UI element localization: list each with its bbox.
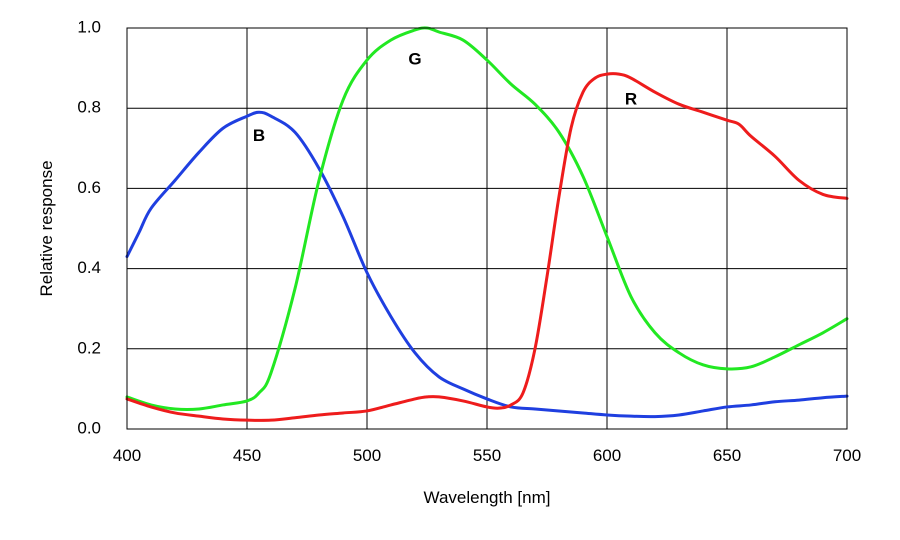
series-line-r — [125, 72, 849, 422]
x-tick-label: 550 — [473, 446, 501, 465]
x-tick-label: 450 — [233, 446, 261, 465]
series-labels: B G R — [253, 50, 637, 145]
series-label-g: G — [408, 50, 421, 69]
plot-frame — [126, 27, 848, 430]
y-tick-label: 0.4 — [77, 258, 101, 277]
x-tick-label: 600 — [593, 446, 621, 465]
y-tick-label: 0.6 — [77, 178, 101, 197]
series-label-r: R — [625, 90, 637, 109]
x-tick-label: 650 — [713, 446, 741, 465]
y-tick-label: 0.2 — [77, 338, 101, 357]
x-tick-labels: 400 450 500 550 600 650 700 — [113, 446, 861, 465]
x-axis-title: Wavelength [nm] — [424, 488, 551, 507]
series-line-g — [125, 26, 849, 411]
y-tick-labels: 0.0 0.2 0.4 0.6 0.8 1.0 — [77, 17, 101, 437]
y-tick-label: 1.0 — [77, 17, 101, 36]
x-tick-label: 400 — [113, 446, 141, 465]
y-tick-label: 0.8 — [77, 98, 101, 117]
series-label-b: B — [253, 126, 265, 145]
series-lines — [125, 26, 849, 422]
x-tick-label: 500 — [353, 446, 381, 465]
y-tick-label: 0.0 — [77, 418, 101, 437]
series-line-b — [125, 110, 849, 419]
y-axis-title: Relative response — [37, 160, 56, 296]
x-tick-label: 700 — [833, 446, 861, 465]
